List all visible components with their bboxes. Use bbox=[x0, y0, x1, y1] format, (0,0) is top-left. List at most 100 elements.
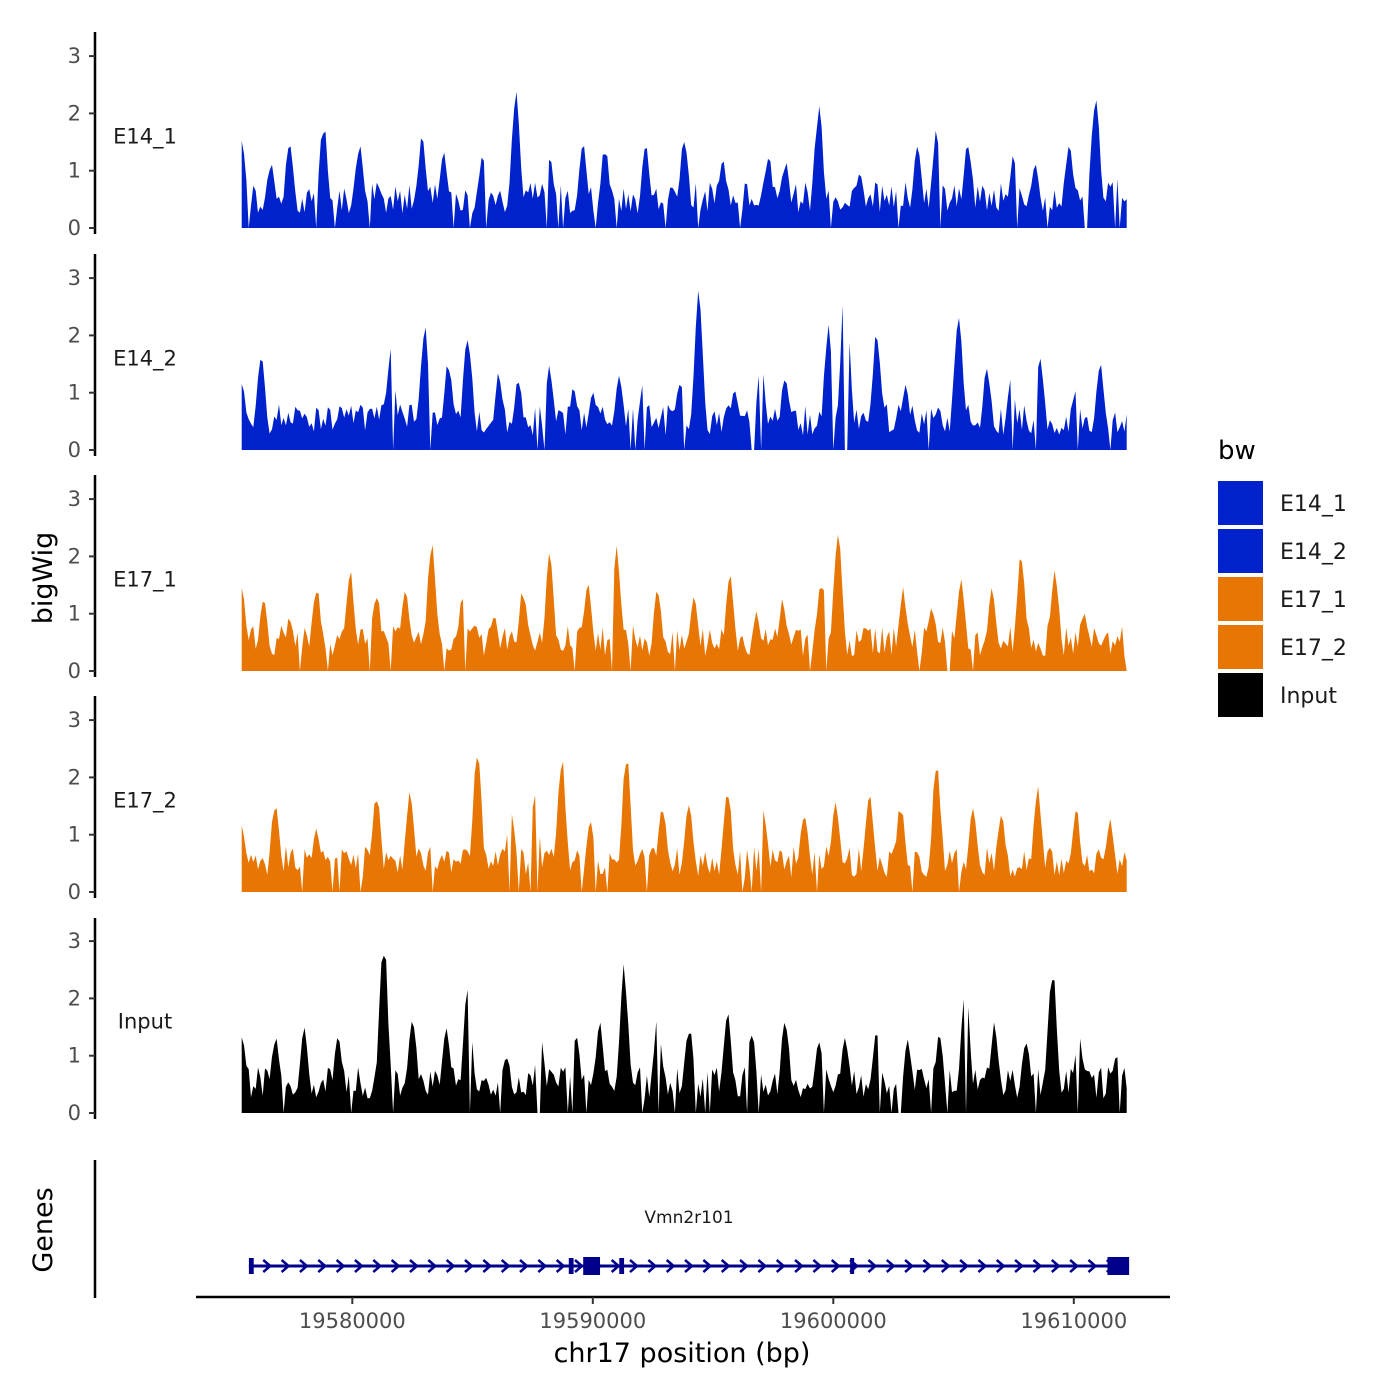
strand-arrow bbox=[555, 1259, 566, 1273]
signal-area-E17_2 bbox=[241, 757, 1127, 892]
legend-label-E17_1: E17_1 bbox=[1280, 588, 1347, 613]
x-axis-title: chr17 position (bp) bbox=[554, 1338, 811, 1369]
strand-arrow bbox=[629, 1259, 639, 1273]
x-tick-label: 19580000 bbox=[299, 1309, 406, 1333]
y-tick-label: 0 bbox=[68, 1101, 81, 1125]
strand-arrow bbox=[940, 1259, 951, 1273]
strand-arrow bbox=[995, 1259, 1006, 1273]
strand-arrow bbox=[1014, 1259, 1025, 1273]
strand-arrow bbox=[794, 1259, 804, 1273]
strand-arrow bbox=[977, 1259, 988, 1273]
strand-arrow bbox=[720, 1259, 731, 1273]
signal-area-E17_1 bbox=[241, 534, 1127, 671]
y-tick-label: 1 bbox=[68, 823, 81, 847]
strand-arrow bbox=[427, 1259, 438, 1273]
exon bbox=[583, 1257, 601, 1275]
strand-arrow bbox=[665, 1259, 676, 1273]
strand-arrow bbox=[739, 1259, 749, 1273]
strand-arrow bbox=[647, 1259, 658, 1273]
exon bbox=[248, 1258, 254, 1274]
strand-arrow bbox=[317, 1259, 328, 1273]
strand-arrow bbox=[409, 1259, 419, 1273]
y-tick-label: 2 bbox=[68, 765, 81, 789]
legend-label-E14_1: E14_1 bbox=[1280, 492, 1347, 517]
genes-panel-title: Genes bbox=[28, 1187, 59, 1272]
strand-arrow bbox=[867, 1259, 878, 1273]
legend-label-E17_2: E17_2 bbox=[1280, 636, 1347, 661]
y-tick-label: 3 bbox=[68, 266, 81, 290]
legend-key-E14_2 bbox=[1218, 529, 1263, 573]
strand-arrow bbox=[1069, 1259, 1080, 1273]
exon bbox=[850, 1258, 855, 1274]
strand-arrow bbox=[830, 1259, 841, 1273]
y-tick-label: 3 bbox=[68, 487, 81, 511]
strand-arrow bbox=[757, 1259, 768, 1273]
strand-arrow bbox=[922, 1259, 933, 1273]
y-tick-label: 3 bbox=[68, 44, 81, 68]
strand-arrow bbox=[702, 1259, 713, 1273]
strand-arrow bbox=[354, 1259, 364, 1273]
track-label: E17_1 bbox=[113, 567, 177, 592]
strand-arrow bbox=[610, 1259, 621, 1273]
track-label: E14_1 bbox=[113, 124, 177, 149]
y-tick-label: 2 bbox=[68, 323, 81, 347]
legend-key-Input bbox=[1218, 673, 1263, 717]
strand-arrow bbox=[1050, 1259, 1061, 1273]
track-Input: 0 1 2 3 Input bbox=[68, 918, 1127, 1125]
x-tick-label: 19600000 bbox=[780, 1309, 887, 1333]
legend-key-E14_1 bbox=[1218, 481, 1263, 525]
legend-title: bw bbox=[1218, 436, 1256, 466]
strand-arrow bbox=[262, 1259, 273, 1273]
y-tick-label: 1 bbox=[68, 1044, 81, 1068]
track-label: Input bbox=[118, 1009, 172, 1033]
track-label: E17_2 bbox=[113, 788, 177, 813]
strand-arrow bbox=[500, 1259, 511, 1273]
track-E14_1: 0 1 2 3 E14_1 bbox=[68, 32, 1127, 240]
track-label: E14_2 bbox=[113, 346, 177, 371]
strand-arrow bbox=[684, 1259, 694, 1273]
y-tick-label: 1 bbox=[68, 381, 81, 405]
y-tick-label: 0 bbox=[68, 880, 81, 904]
y-tick-label: 0 bbox=[68, 438, 81, 462]
y-tick-label: 3 bbox=[68, 929, 81, 953]
track-E14_2: 0 1 2 3 E14_2 bbox=[68, 254, 1127, 462]
exon bbox=[619, 1258, 625, 1274]
gene-label: Vmn2r101 bbox=[644, 1208, 733, 1228]
gene-panel: Vmn2r101 bbox=[93, 1160, 1130, 1298]
strand-arrow bbox=[335, 1259, 346, 1273]
legend: bw E14_1 E14_2 E17_1 E17_2 Input bbox=[1218, 436, 1347, 717]
legend-key-E17_2 bbox=[1218, 625, 1263, 669]
x-tick-label: 19610000 bbox=[1020, 1309, 1127, 1333]
strand-arrow bbox=[299, 1259, 309, 1273]
y-tick-label: 1 bbox=[68, 602, 81, 626]
y-tick-label: 3 bbox=[68, 708, 81, 732]
strand-arrow bbox=[519, 1259, 529, 1273]
signal-area-E14_1 bbox=[241, 91, 1127, 228]
strand-arrow bbox=[445, 1259, 456, 1273]
strand-arrow bbox=[1032, 1259, 1043, 1273]
y-tick-label: 1 bbox=[68, 159, 81, 183]
track-E17_1: 0 1 2 3 E17_1 bbox=[68, 475, 1127, 683]
signal-tracks: 0 1 2 3 E14_1 0 1 2 3 E14_2 0 1 2 3 E17_1 0 1 2 3 E17_2 0 1 2 3… bbox=[68, 32, 1127, 1125]
strand-arrow bbox=[574, 1259, 584, 1273]
y-axis-title: bigWig bbox=[28, 532, 59, 625]
strand-arrow bbox=[775, 1259, 786, 1273]
x-tick-label: 19590000 bbox=[539, 1309, 646, 1333]
track-E17_2: 0 1 2 3 E17_2 bbox=[68, 696, 1127, 904]
y-tick-label: 2 bbox=[68, 101, 81, 125]
y-tick-label: 0 bbox=[68, 659, 81, 683]
x-axis: 19580000 19590000 19600000 19610000 bbox=[196, 1295, 1170, 1333]
exon bbox=[568, 1258, 574, 1274]
strand-arrow bbox=[390, 1259, 401, 1273]
y-tick-label: 2 bbox=[68, 986, 81, 1010]
legend-label-Input: Input bbox=[1280, 684, 1337, 709]
strand-arrow bbox=[885, 1259, 896, 1273]
strand-arrow bbox=[812, 1259, 823, 1273]
legend-label-E14_2: E14_2 bbox=[1280, 540, 1347, 565]
strand-arrow bbox=[959, 1259, 969, 1273]
strand-arrow bbox=[464, 1259, 474, 1273]
strand-arrow bbox=[537, 1259, 548, 1273]
exon bbox=[1107, 1257, 1130, 1275]
gene-Vmn2r101: Vmn2r101 bbox=[248, 1208, 1130, 1275]
